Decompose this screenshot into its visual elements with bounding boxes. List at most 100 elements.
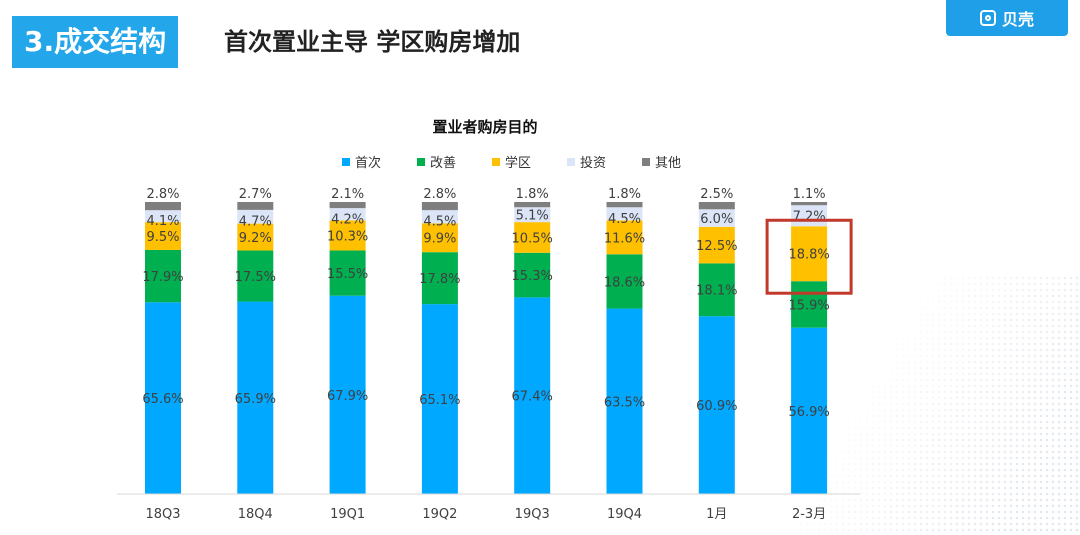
data-label-2-2: 10.3% bbox=[327, 229, 368, 244]
data-label-6-4: 2.5% bbox=[700, 187, 733, 202]
x-axis-labels: 18Q3 18Q4 19Q1 19Q2 19Q3 19Q4 1月 2-3月 bbox=[145, 507, 826, 522]
chart-title: 置业者购房目的 bbox=[432, 118, 537, 136]
bar-segment-7-4 bbox=[791, 202, 828, 206]
legend-swatch-1 bbox=[417, 158, 425, 166]
x-tick-label-4: 19Q3 bbox=[515, 507, 550, 522]
data-label-2-0: 67.9% bbox=[327, 389, 368, 404]
data-label-5-2: 11.6% bbox=[604, 231, 645, 246]
chart-bars: 65.6% 17.9% 9.5%4.1% 2.8% 65.9% 17.5% 9.2%4.7%… bbox=[142, 187, 853, 494]
bar-segment-1-0 bbox=[237, 301, 274, 494]
bar-segment-4-0 bbox=[514, 297, 551, 494]
x-tick-label-1: 18Q4 bbox=[238, 507, 273, 522]
bar-segment-3-0 bbox=[421, 304, 458, 494]
bar-segment-3-3 bbox=[421, 210, 458, 224]
legend-swatch-2 bbox=[492, 158, 500, 166]
data-label-6-0: 60.9% bbox=[696, 399, 737, 414]
legend-label-0: 首次 bbox=[355, 155, 381, 171]
bar-segment-6-4 bbox=[698, 202, 735, 210]
legend-label-3: 投资 bbox=[580, 155, 606, 171]
x-tick-label-2: 19Q1 bbox=[330, 507, 365, 522]
bar-segment-0-1 bbox=[145, 249, 181, 303]
bar-segment-6-0 bbox=[698, 316, 735, 494]
data-label-3-3: 4.5% bbox=[423, 215, 456, 230]
data-label-1-3: 4.7% bbox=[239, 215, 272, 230]
data-label-2-3: 4.2% bbox=[331, 212, 364, 227]
legend-swatch-0 bbox=[342, 158, 350, 166]
x-tick-label-0: 18Q3 bbox=[145, 507, 180, 522]
data-label-4-2: 10.5% bbox=[512, 231, 553, 246]
x-tick-label-7: 2-3月 bbox=[792, 507, 826, 522]
bar-segment-6-2 bbox=[698, 226, 735, 264]
data-label-4-1: 15.3% bbox=[512, 269, 553, 284]
data-label-2-1: 15.5% bbox=[327, 267, 368, 282]
data-label-3-2: 9.9% bbox=[423, 232, 456, 247]
data-label-7-0: 56.9% bbox=[788, 405, 829, 420]
legend-swatch-4 bbox=[642, 158, 650, 166]
chart-legend: 首次 改善 学区 投资 其他 bbox=[342, 155, 681, 171]
brand-badge[interactable]: 贝壳 bbox=[946, 0, 1068, 36]
data-label-0-3: 4.1% bbox=[146, 214, 179, 229]
bar-segment-2-4 bbox=[329, 202, 366, 209]
bar-segment-3-2 bbox=[421, 223, 458, 253]
data-label-6-2: 12.5% bbox=[696, 239, 737, 254]
bar-segment-2-3 bbox=[329, 208, 366, 221]
data-label-3-0: 65.1% bbox=[419, 393, 460, 408]
bar-segment-1-4 bbox=[237, 202, 274, 210]
bar-segment-6-3 bbox=[698, 209, 735, 227]
data-label-4-0: 67.4% bbox=[512, 390, 553, 405]
page-headline: 首次置业主导 学区购房增加 bbox=[224, 28, 521, 56]
data-label-3-4: 2.8% bbox=[423, 187, 456, 202]
x-tick-label-5: 19Q4 bbox=[607, 507, 642, 522]
data-label-0-2: 9.5% bbox=[146, 230, 179, 245]
bar-segment-5-1 bbox=[606, 254, 643, 309]
bar-segment-5-0 bbox=[606, 308, 643, 494]
x-tick-label-6: 1月 bbox=[706, 507, 727, 522]
legend-swatch-3 bbox=[567, 158, 575, 166]
data-label-2-4: 2.1% bbox=[331, 187, 364, 202]
legend-label-2: 学区 bbox=[505, 155, 531, 171]
brand-logo-icon bbox=[979, 10, 996, 26]
data-label-5-3: 4.5% bbox=[608, 212, 641, 227]
bar-segment-5-3 bbox=[606, 207, 643, 221]
data-label-3-1: 17.8% bbox=[419, 272, 460, 287]
bar-segment-6-1 bbox=[698, 263, 735, 317]
x-tick-label-3: 19Q2 bbox=[422, 507, 457, 522]
bar-segment-0-3 bbox=[145, 210, 181, 223]
data-label-5-4: 1.8% bbox=[608, 187, 641, 202]
data-label-0-0: 65.6% bbox=[142, 392, 183, 407]
data-label-1-0: 65.9% bbox=[235, 392, 276, 407]
data-label-0-1: 17.9% bbox=[142, 270, 183, 285]
bar-segment-0-2 bbox=[145, 222, 181, 250]
legend-label-1: 改善 bbox=[430, 155, 456, 171]
data-label-7-1: 15.9% bbox=[788, 298, 829, 313]
bar-segment-7-1 bbox=[791, 281, 828, 328]
highlight-box bbox=[765, 218, 853, 295]
bar-segment-4-3 bbox=[514, 207, 551, 223]
data-label-5-1: 18.6% bbox=[604, 275, 645, 290]
bar-segment-3-4 bbox=[421, 202, 458, 211]
data-label-7-4: 1.1% bbox=[793, 187, 826, 202]
bar-segment-5-4 bbox=[606, 202, 643, 208]
bar-segment-4-2 bbox=[514, 222, 551, 253]
data-label-0-4: 2.8% bbox=[146, 187, 179, 202]
legend-label-4: 其他 bbox=[655, 156, 681, 171]
data-label-1-4: 2.7% bbox=[239, 187, 272, 202]
bar-segment-7-2 bbox=[791, 226, 828, 282]
bar-segment-1-2 bbox=[237, 223, 274, 251]
data-label-7-2: 18.8% bbox=[788, 248, 829, 263]
data-label-6-1: 18.1% bbox=[696, 284, 737, 299]
bar-segment-4-1 bbox=[514, 252, 551, 298]
bar-segment-4-4 bbox=[514, 202, 551, 208]
data-label-1-2: 9.2% bbox=[239, 231, 272, 246]
bar-segment-3-1 bbox=[421, 252, 458, 305]
data-label-5-0: 63.5% bbox=[604, 395, 645, 410]
bar-segment-2-1 bbox=[329, 250, 366, 296]
bar-segment-7-0 bbox=[791, 327, 828, 494]
bar-segment-1-1 bbox=[237, 250, 274, 302]
bar-segment-0-0 bbox=[145, 302, 181, 494]
data-label-6-3: 6.0% bbox=[700, 212, 733, 227]
bar-segment-2-0 bbox=[329, 295, 366, 494]
data-label-7-3: 7.2% bbox=[793, 210, 826, 225]
section-tag: 3.成交结构 bbox=[12, 16, 179, 68]
